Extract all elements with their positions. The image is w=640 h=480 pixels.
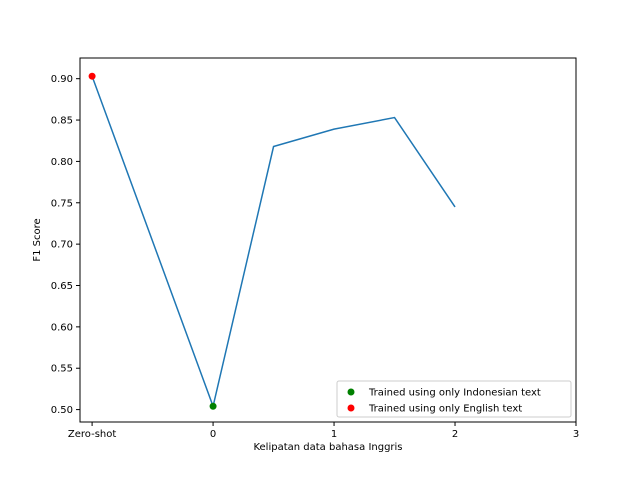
legend-marker: [347, 388, 355, 396]
x-tick-label: 2: [452, 429, 458, 440]
legend: Trained using only Indonesian text Traine…: [336, 380, 572, 418]
x-tick-label: 0: [210, 429, 216, 440]
plot-frame: [79, 57, 577, 423]
plot-area: [79, 57, 577, 423]
x-tick-label: 3: [573, 429, 579, 440]
y-axis: 0.50 0.55 0.60 0.65 0.70 0.75 0.80 0.85 0.90: [51, 74, 80, 416]
x-tick-label: 1: [331, 429, 337, 440]
y-tick-label: 0.80: [51, 157, 73, 168]
y-tick-label: 0.55: [51, 364, 73, 375]
series-line: [91, 75, 456, 409]
marker-point-0: [209, 402, 217, 410]
y-tick-label: 0.65: [51, 281, 73, 292]
series-layer: [88, 72, 456, 410]
y-tick-label: 0.50: [51, 405, 73, 416]
x-axis-label: Kelipatan data bahasa Inggris: [253, 442, 402, 453]
y-tick-label: 0.75: [51, 198, 73, 209]
x-axis: Zero-shot 0 1 2 3: [68, 422, 579, 440]
y-tick-label: 0.70: [51, 240, 73, 251]
y-axis-label: F1 Score: [32, 218, 43, 261]
legend-entry: Trained using only English text: [368, 404, 522, 415]
y-tick-label: 0.85: [51, 116, 73, 127]
legend-marker: [347, 404, 355, 412]
y-tick-label: 0.90: [51, 74, 73, 85]
y-tick-label: 0.60: [51, 322, 73, 333]
marker-point-1: [88, 72, 96, 80]
x-tick-label: Zero-shot: [68, 429, 116, 440]
legend-entry: Trained using only Indonesian text: [368, 388, 541, 399]
legend-box: [336, 380, 572, 418]
